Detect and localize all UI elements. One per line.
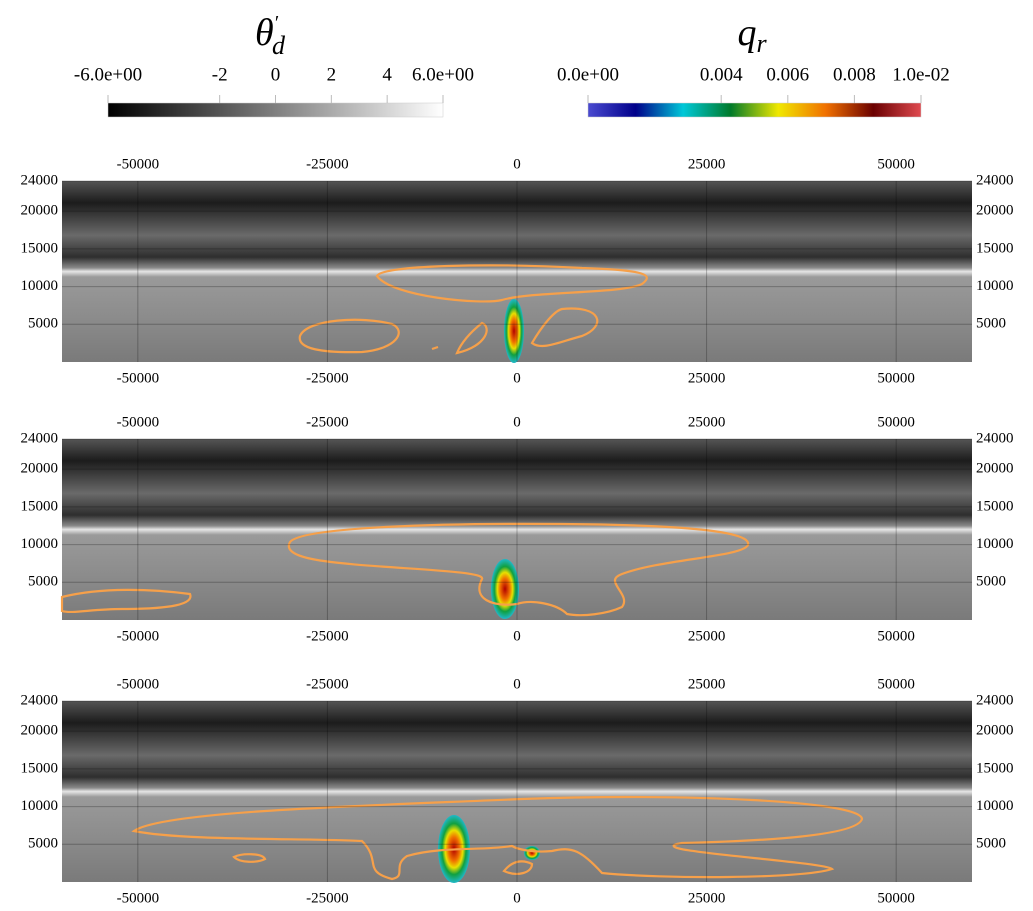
y-tick-label: 24000 — [21, 430, 59, 446]
x-tick-label: -25000 — [306, 890, 349, 906]
y-tick-label: 5000 — [976, 316, 1006, 332]
y-tick-label: 10000 — [976, 798, 1014, 814]
x-tick-label: 50000 — [877, 370, 915, 386]
y-tick-label: 20000 — [21, 723, 59, 739]
colorbar-tick-label: 0.006 — [766, 64, 809, 85]
colorbar-tick-label: 0.004 — [700, 64, 743, 85]
cloud-contour — [60, 588, 192, 614]
cloud-contour — [131, 795, 864, 881]
colorbar-tick-label: 4 — [382, 64, 392, 85]
cloud-contour — [455, 321, 488, 355]
colorbar — [587, 102, 922, 118]
colorbar-title: qr — [737, 12, 767, 58]
title-subscript: d — [272, 31, 286, 60]
y-tick-label: 15000 — [21, 240, 59, 256]
title-symbol: θ — [255, 12, 274, 54]
y-tick-label: 5000 — [976, 574, 1006, 590]
title-symbol: q — [737, 12, 756, 54]
x-tick-label: -50000 — [117, 414, 160, 430]
y-tick-label: 24000 — [21, 172, 59, 188]
x-tick-label: 50000 — [877, 156, 915, 172]
y-tick-label: 24000 — [976, 692, 1014, 708]
x-tick-label: -50000 — [117, 628, 160, 644]
colorbar-tick-label: 1.0e-02 — [892, 64, 950, 85]
y-tick-label: 20000 — [21, 203, 59, 219]
cloud-contour — [431, 345, 439, 351]
y-tick-label: 5000 — [28, 316, 58, 332]
cloud-contour — [502, 860, 534, 875]
colorbar-tick-label: -2 — [212, 64, 228, 85]
x-tick-label: 25000 — [688, 890, 726, 906]
x-tick-label: 50000 — [877, 676, 915, 692]
x-tick-label: 25000 — [688, 628, 726, 644]
cloud-contour — [375, 264, 648, 303]
y-tick-label: 15000 — [21, 498, 59, 514]
y-tick-label: 20000 — [21, 461, 59, 477]
cloud-contour — [298, 318, 400, 354]
cloud-contour — [232, 853, 267, 863]
y-tick-label: 10000 — [976, 278, 1014, 294]
x-tick-label: -50000 — [117, 676, 160, 692]
x-tick-label: 25000 — [688, 156, 726, 172]
y-tick-label: 20000 — [976, 203, 1014, 219]
y-tick-label: 10000 — [21, 278, 59, 294]
y-tick-label: 10000 — [976, 536, 1014, 552]
colorbar-tick-label: 0 — [271, 64, 281, 85]
y-tick-label: 24000 — [21, 692, 59, 708]
x-tick-label: -25000 — [306, 628, 349, 644]
x-tick-label: 25000 — [688, 370, 726, 386]
y-tick-label: 24000 — [976, 172, 1014, 188]
x-tick-label: -25000 — [306, 370, 349, 386]
x-tick-label: 0 — [513, 370, 521, 386]
colorbar-tick-label: 0.0e+00 — [557, 64, 619, 85]
rain-region — [491, 559, 519, 619]
x-tick-label: -50000 — [117, 890, 160, 906]
x-tick-label: 25000 — [688, 676, 726, 692]
colorbar-tick-label: 2 — [327, 64, 337, 85]
field-overlay — [60, 522, 750, 619]
colorbar-title: θ′ d — [255, 12, 286, 60]
rain-region — [504, 299, 524, 363]
colorbar — [107, 102, 444, 118]
y-tick-label: 5000 — [28, 574, 58, 590]
rain-region — [524, 846, 540, 860]
y-tick-label: 20000 — [976, 723, 1014, 739]
x-tick-label: -50000 — [117, 370, 160, 386]
field-image — [62, 701, 972, 882]
field-overlay — [298, 264, 648, 363]
y-tick-label: 20000 — [976, 461, 1014, 477]
y-tick-label: 15000 — [976, 498, 1014, 514]
x-tick-label: 0 — [513, 628, 521, 644]
title-prime: ′ — [274, 12, 279, 34]
y-tick-label: 15000 — [976, 760, 1014, 776]
x-tick-label: 0 — [513, 156, 521, 172]
x-tick-label: 0 — [513, 676, 521, 692]
field-overlay — [131, 795, 864, 883]
y-tick-label: 10000 — [21, 798, 59, 814]
cloud-contour — [530, 307, 599, 348]
y-tick-label: 24000 — [976, 430, 1014, 446]
x-tick-label: -25000 — [306, 156, 349, 172]
y-tick-label: 5000 — [976, 836, 1006, 852]
x-tick-label: 0 — [513, 414, 521, 430]
x-tick-label: 50000 — [877, 414, 915, 430]
y-tick-label: 5000 — [28, 836, 58, 852]
x-tick-label: -50000 — [117, 156, 160, 172]
cloud-contour — [287, 522, 750, 617]
y-tick-label: 15000 — [21, 760, 59, 776]
title-subscript: r — [756, 29, 767, 58]
x-tick-label: 0 — [513, 890, 521, 906]
y-tick-label: 15000 — [976, 240, 1014, 256]
x-tick-label: -25000 — [306, 676, 349, 692]
x-tick-label: 50000 — [877, 628, 915, 644]
x-tick-label: 50000 — [877, 890, 915, 906]
colorbar-tick-label: 0.008 — [833, 64, 876, 85]
colorbar-tick-label: -6.0e+00 — [74, 64, 142, 85]
colorbar-tick-label: 6.0e+00 — [412, 64, 474, 85]
x-tick-label: 25000 — [688, 414, 726, 430]
y-tick-label: 10000 — [21, 536, 59, 552]
x-tick-label: -25000 — [306, 414, 349, 430]
